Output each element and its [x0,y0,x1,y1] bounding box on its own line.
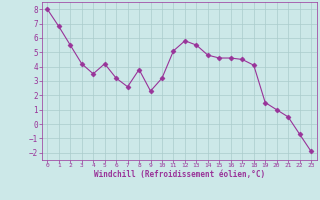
X-axis label: Windchill (Refroidissement éolien,°C): Windchill (Refroidissement éolien,°C) [94,170,265,179]
